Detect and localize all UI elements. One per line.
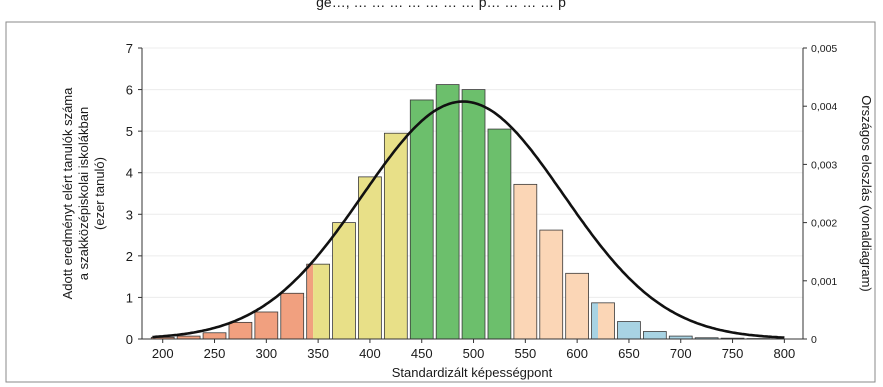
y-left-tick-label: 4 [126, 166, 133, 181]
y-left-tick-label: 7 [126, 41, 133, 56]
y-right-ticks: 0 0,001 0,002 0,003 0,004 0,005 [803, 43, 837, 346]
y-left-title-line-3: (ezer tanuló) [92, 157, 107, 230]
bar [617, 321, 641, 340]
x-tick-label: 700 [670, 346, 692, 361]
chart-frame [5, 21, 876, 383]
distribution-line [152, 100, 785, 339]
bar [539, 229, 564, 340]
x-tick-label: 400 [359, 346, 381, 361]
y-left-tick-label: 3 [126, 207, 133, 222]
y-left-tick-label: 0 [126, 332, 133, 347]
bar [565, 272, 589, 340]
bar [228, 321, 253, 340]
x-tick-label: 550 [514, 346, 536, 361]
y-left-tick-label: 5 [126, 124, 133, 139]
x-tick-label: 500 [463, 346, 485, 361]
y-left-title-3: (ezer tanuló) [92, 157, 107, 230]
y-left-title: Adott eredményt elért tanulók száma [60, 87, 75, 299]
y-right-tick-label: 0 [811, 334, 817, 346]
header-fragment: ge…, … … … … … … … p… … … … p [316, 0, 566, 10]
y-left-title-2: a szakközépiskolai iskolákban [76, 107, 91, 280]
bar [487, 128, 512, 340]
y-right-tick-label: 0,002 [811, 218, 837, 230]
x-tick-label: 800 [773, 346, 795, 361]
y-right-tick-label: 0,001 [811, 276, 837, 288]
x-tick-label: 300 [255, 346, 277, 361]
y-left-ticks: 0 1 2 3 4 5 6 7 [126, 41, 142, 347]
y-right-title: Országos eloszlás (vonaldiagram) [859, 95, 874, 292]
bar [254, 311, 279, 340]
bars [150, 84, 771, 340]
y-left-tick-label: 2 [126, 249, 133, 264]
x-tick-label: 250 [204, 346, 226, 361]
bar-segment [591, 302, 599, 339]
x-tick-label: 350 [307, 346, 329, 361]
bar [383, 132, 408, 340]
x-tick-label: 450 [411, 346, 433, 361]
bar-segment [306, 264, 314, 339]
bar [202, 332, 227, 340]
y-right-tick-label: 0,003 [811, 159, 837, 171]
x-axis-title: Standardizált képességpont [392, 365, 553, 380]
x-ticks: 200 250 300 350 400 450 500 550 600 650 700 750 800 [152, 339, 795, 361]
y-left-tick-label: 1 [126, 290, 133, 305]
y-left-title-line-1: Adott eredményt elért tanulók száma [60, 87, 75, 299]
y-right-tick-label: 0,005 [811, 43, 837, 55]
x-tick-label: 750 [722, 346, 744, 361]
x-tick-label: 650 [618, 346, 640, 361]
bar [461, 89, 486, 340]
y-left-tick-label: 6 [126, 83, 133, 98]
bar-segment [598, 302, 615, 339]
bar-segment [313, 264, 330, 339]
bar [409, 99, 434, 340]
bar [358, 176, 382, 340]
y-right-tick-label: 0,004 [811, 101, 837, 113]
bar [332, 222, 356, 340]
bar [513, 183, 538, 340]
bar [435, 84, 460, 340]
bar [642, 331, 667, 340]
x-tick-label: 200 [152, 346, 174, 361]
x-tick-label: 600 [566, 346, 588, 361]
bar [280, 292, 305, 340]
y-left-title-line-2: a szakközépiskolai iskolákban [76, 107, 91, 280]
curve-group [152, 100, 785, 339]
